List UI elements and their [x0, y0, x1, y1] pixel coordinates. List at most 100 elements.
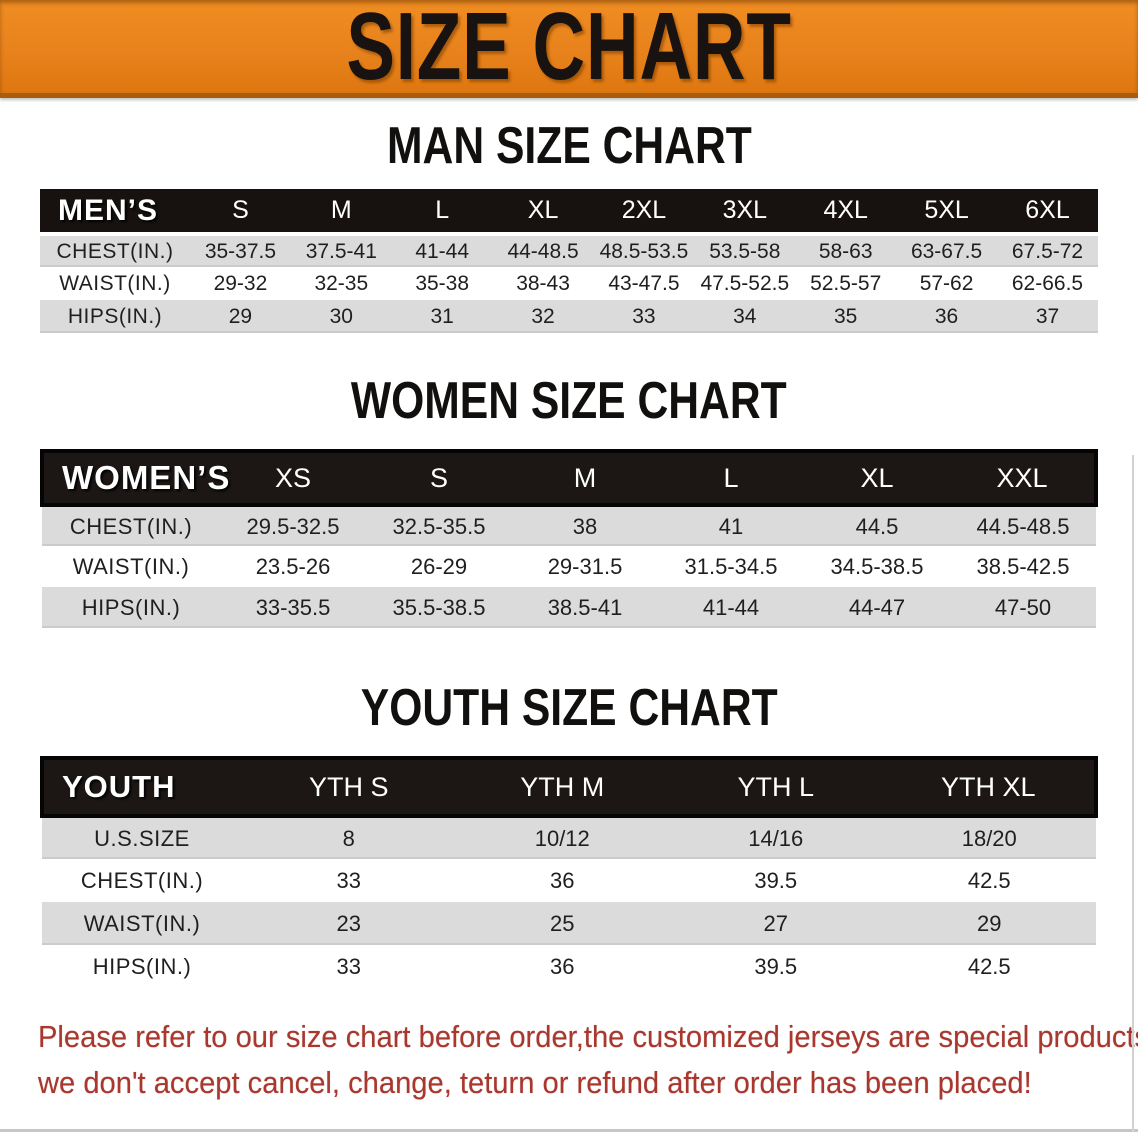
size-table: WOMEN’S XS S M L XL XXL CHEST(IN.) 29.5-32.5 32.5… [40, 449, 1098, 628]
table-cell: 42.5 [967, 953, 1011, 979]
table-cell: 29 [190, 300, 291, 333]
row-label: HIPS(IN.) [40, 300, 190, 333]
disclaimer-text: Please refer to our size chart before or… [38, 1014, 1138, 1106]
table-cell: 37.5-41 [290, 232, 392, 267]
size-column-header: 5XL [896, 189, 997, 234]
table-row: CHEST(IN.) 33 36 39.5 42.5 [42, 859, 1096, 902]
table-cell: 41 [658, 503, 804, 546]
size-column-header: YTH M [455, 756, 669, 818]
youth-size-table: YOUTH YTH S YTH M YTH L YTH XL U.S.SIZE 8 10/12… [40, 756, 1098, 988]
women-size-table: WOMEN’S XS S M L XL XXL CHEST(IN.) 29.5-32.5 32.5… [40, 449, 1098, 628]
table-cell: 44-48.5 [492, 232, 594, 267]
table-cell: 38.5-42.5 [976, 553, 1070, 579]
size-column-header: XL [492, 189, 594, 234]
table-cell: 18/20 [882, 814, 1096, 859]
table-cell: 27 [669, 902, 883, 945]
table-cell: 43-47.5 [608, 271, 680, 295]
table-cell: 23.5-26 [255, 553, 331, 579]
table-cell: 38-43 [516, 271, 570, 295]
table-cell: 52.5-57 [810, 271, 882, 295]
men-size-table: MEN’S S M L XL 2XL 3XL 4XL 5XL 6XL CHEST(IN.) 35-37… [40, 189, 1098, 333]
table-cell: 57-62 [919, 271, 974, 295]
table-cell: 58-63 [795, 232, 897, 267]
table-cell: 38 [512, 503, 658, 546]
table-cell: 29 [882, 902, 1096, 945]
size-chart-banner: SIZE CHART [0, 0, 1138, 98]
table-cell: 47-50 [950, 587, 1096, 628]
table-cell: 32.5-35.5 [366, 503, 512, 546]
right-border-line [1132, 455, 1134, 1132]
table-row: HIPS(IN.) 33 36 39.5 42.5 [42, 945, 1096, 988]
size-column-header: 3XL [694, 189, 796, 234]
size-table: YOUTH YTH S YTH M YTH L YTH XL U.S.SIZE 8 10/12… [40, 756, 1098, 988]
size-column-header: XS [220, 449, 366, 507]
size-column-header: L [391, 189, 493, 234]
bottom-border-line [0, 1129, 1138, 1132]
table-header-row: YOUTH YTH S YTH M YTH L YTH XL [40, 756, 1098, 818]
table-group-label: MEN’S [40, 189, 190, 234]
table-cell: 38.5-41 [512, 587, 658, 628]
row-label: U.S.SIZE [42, 814, 242, 859]
table-row: CHEST(IN.) 29.5-32.5 32.5-35.5 38 41 44.5 44.5… [42, 503, 1096, 546]
row-label: CHEST(IN.) [42, 503, 220, 546]
disclaimer-line-1: Please refer to our size chart before or… [38, 1019, 1138, 1054]
size-column-header: M [512, 449, 658, 507]
table-cell: 36 [550, 953, 575, 979]
section-men: MAN SIZE CHART MEN’S S M L XL 2XL 3XL 4XL 5XL 6XL… [0, 117, 1138, 333]
table-row: WAIST(IN.) 29-32 32-35 35-38 38-43 43-47.5 47.… [40, 267, 1098, 300]
disclaimer-line-2: we don't accept cancel, change, teturn o… [38, 1065, 1032, 1100]
size-column-header: 4XL [795, 189, 897, 234]
table-group-label: WOMEN’S [40, 449, 229, 507]
table-cell: 35.5-38.5 [366, 587, 512, 628]
size-column-header: S [190, 189, 291, 234]
size-column-header: XXL [950, 449, 1098, 507]
youth-section-title: YOUTH SIZE CHART [360, 679, 778, 737]
table-cell: 29.5-32.5 [220, 503, 366, 546]
table-cell: 39.5 [754, 953, 798, 979]
table-cell: 29-31.5 [547, 553, 623, 579]
table-cell: 33 [336, 953, 361, 979]
table-cell: 41-44 [391, 232, 493, 267]
table-cell: 37 [997, 300, 1098, 333]
table-cell: 10/12 [455, 814, 669, 859]
section-youth: YOUTH SIZE CHART YOUTH YTH S YTH M YTH L YTH… [0, 679, 1138, 988]
table-cell: 44.5 [804, 503, 950, 546]
size-column-header: YTH L [669, 756, 883, 818]
row-label: CHEST(IN.) [80, 867, 204, 893]
table-cell: 26-29 [410, 553, 468, 579]
table-cell: 63-67.5 [896, 232, 997, 267]
section-women: WOMEN SIZE CHART WOMEN’S XS S M L XL XXL CHEST(… [0, 375, 1138, 628]
table-row: WAIST(IN.) 23.5-26 26-29 29-31.5 31.5-34.5 34… [42, 546, 1096, 587]
table-cell: 42.5 [967, 867, 1011, 893]
table-cell: 35-38 [415, 271, 470, 295]
table-cell: 35 [795, 300, 897, 333]
row-label: HIPS(IN.) [42, 587, 220, 628]
table-cell: 32 [492, 300, 594, 333]
table-cell: 44.5-48.5 [950, 503, 1096, 546]
table-row: U.S.SIZE 8 10/12 14/16 18/20 [42, 814, 1096, 859]
table-group-label: YOUTH [40, 756, 242, 818]
table-header-row: WOMEN’S XS S M L XL XXL [40, 449, 1098, 507]
table-header-row: MEN’S S M L XL 2XL 3XL 4XL 5XL 6XL [40, 189, 1098, 234]
size-table: MEN’S S M L XL 2XL 3XL 4XL 5XL 6XL CHEST(IN.) 35-37… [40, 189, 1098, 333]
table-cell: 36 [896, 300, 997, 333]
banner-title: SIZE CHART [346, 0, 792, 100]
table-cell: 23 [242, 902, 456, 945]
table-row: HIPS(IN.) 29 30 31 32 33 34 35 36 37 [40, 300, 1098, 333]
table-cell: 33 [336, 867, 361, 893]
table-cell: 34 [694, 300, 796, 333]
table-cell: 36 [550, 867, 575, 893]
table-cell: 34.5-38.5 [830, 553, 924, 579]
table-cell: 31.5-34.5 [684, 553, 778, 579]
men-section-title: MAN SIZE CHART [386, 117, 752, 175]
table-row: HIPS(IN.) 33-35.5 35.5-38.5 38.5-41 41-44 44-… [42, 587, 1096, 628]
size-column-header: XL [804, 449, 950, 507]
table-row: CHEST(IN.) 35-37.5 37.5-41 41-44 44-48.5 48.5… [40, 232, 1098, 267]
table-cell: 67.5-72 [997, 232, 1098, 267]
table-cell: 14/16 [669, 814, 883, 859]
table-cell: 30 [290, 300, 392, 333]
size-column-header: L [658, 449, 804, 507]
table-cell: 47.5-52.5 [700, 271, 790, 295]
row-label: WAIST(IN.) [59, 271, 171, 295]
table-cell: 8 [242, 814, 456, 859]
